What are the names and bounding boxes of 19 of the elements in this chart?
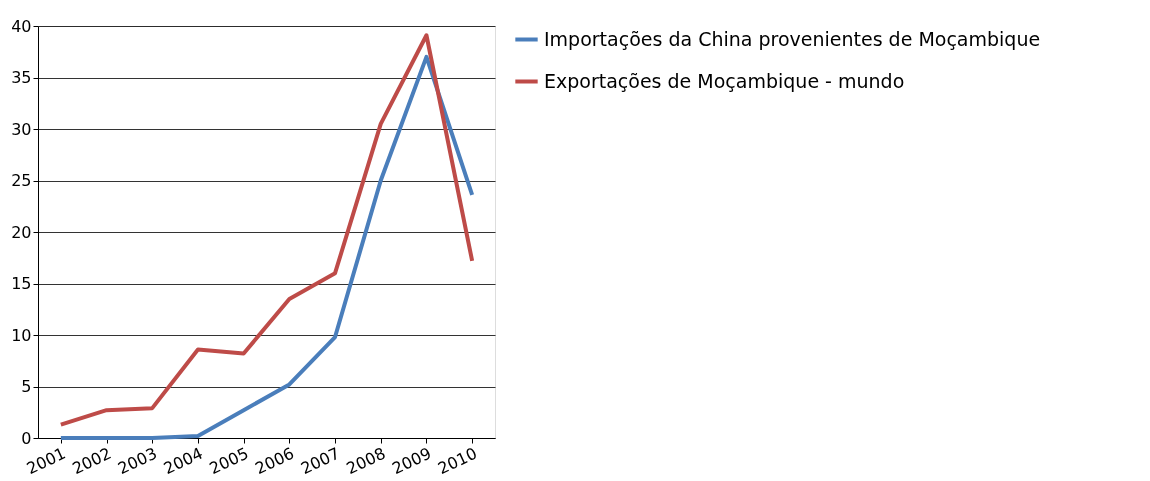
x-tick-label: 2008 xyxy=(343,443,389,479)
y-tick-label: 35 xyxy=(11,68,32,87)
x-tick-label: 2006 xyxy=(252,443,298,479)
y-tick-label: 30 xyxy=(11,119,32,139)
y-tick-label: 10 xyxy=(11,325,32,345)
x-tick-label: 2004 xyxy=(160,443,206,479)
y-tick-label: 25 xyxy=(11,171,32,190)
x-tick-label: 2010 xyxy=(434,443,480,479)
y-tick-label: 40 xyxy=(11,16,32,36)
x-tick-label: 2009 xyxy=(389,443,435,479)
y-tick-label: 5 xyxy=(21,377,32,396)
legend-label: Exportações de Moçambique - mundo xyxy=(544,69,905,92)
x-tick-label: 2002 xyxy=(69,443,115,479)
y-tick-label: 15 xyxy=(11,274,32,293)
legend-label: Importações da China provenientes de Moçambique xyxy=(544,27,1041,50)
x-tick-label: 2007 xyxy=(297,443,343,479)
x-tick-label: 2003 xyxy=(115,443,160,479)
y-tick-label: 20 xyxy=(11,222,32,242)
x-tick-label: 2005 xyxy=(206,443,252,479)
